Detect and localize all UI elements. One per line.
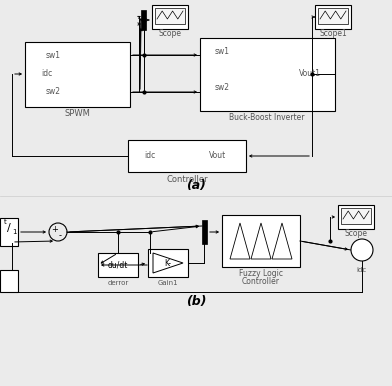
Bar bbox=[128, 140, 246, 172]
Text: 1: 1 bbox=[12, 229, 16, 235]
Text: sw1: sw1 bbox=[214, 46, 229, 56]
Text: idc: idc bbox=[357, 267, 367, 273]
Text: Controller: Controller bbox=[242, 276, 280, 286]
Text: Scope: Scope bbox=[158, 29, 181, 39]
Text: idc: idc bbox=[42, 69, 53, 78]
Bar bbox=[338, 205, 374, 229]
Text: Vout: Vout bbox=[209, 151, 227, 161]
Text: -: - bbox=[58, 232, 62, 240]
Bar bbox=[341, 208, 371, 224]
Text: (b): (b) bbox=[186, 296, 206, 308]
Text: Buck-Boost Inverter: Buck-Boost Inverter bbox=[229, 113, 305, 122]
Text: sw1: sw1 bbox=[45, 51, 60, 59]
Text: idc: idc bbox=[144, 151, 156, 161]
Text: Controller: Controller bbox=[166, 174, 208, 183]
Text: K-: K- bbox=[165, 259, 171, 267]
Text: (a): (a) bbox=[186, 179, 206, 193]
Text: Gain1: Gain1 bbox=[158, 280, 178, 286]
Text: Scope: Scope bbox=[345, 230, 367, 239]
Text: du/dt: du/dt bbox=[108, 261, 128, 269]
Bar bbox=[315, 5, 351, 29]
Bar bbox=[25, 42, 130, 107]
Text: SPWM: SPWM bbox=[64, 110, 90, 119]
Bar bbox=[202, 220, 207, 244]
Text: +: + bbox=[52, 225, 58, 234]
Text: sw2: sw2 bbox=[214, 83, 229, 93]
Bar bbox=[98, 253, 138, 277]
Bar bbox=[0, 270, 18, 292]
Text: derror: derror bbox=[107, 280, 129, 286]
Bar bbox=[318, 8, 348, 24]
Text: 1: 1 bbox=[359, 242, 365, 252]
Text: t: t bbox=[4, 219, 6, 225]
Text: Scope1: Scope1 bbox=[319, 29, 347, 39]
Bar bbox=[155, 8, 185, 24]
Bar bbox=[0, 218, 18, 246]
Bar bbox=[141, 10, 146, 30]
Bar bbox=[222, 215, 300, 267]
Text: Vout1: Vout1 bbox=[299, 69, 321, 78]
Circle shape bbox=[351, 239, 373, 261]
Bar bbox=[200, 38, 335, 111]
Bar bbox=[148, 249, 188, 277]
Text: Fuzzy Logic: Fuzzy Logic bbox=[239, 269, 283, 279]
Text: /: / bbox=[7, 223, 11, 233]
Bar bbox=[152, 5, 188, 29]
Text: sw2: sw2 bbox=[45, 88, 60, 96]
